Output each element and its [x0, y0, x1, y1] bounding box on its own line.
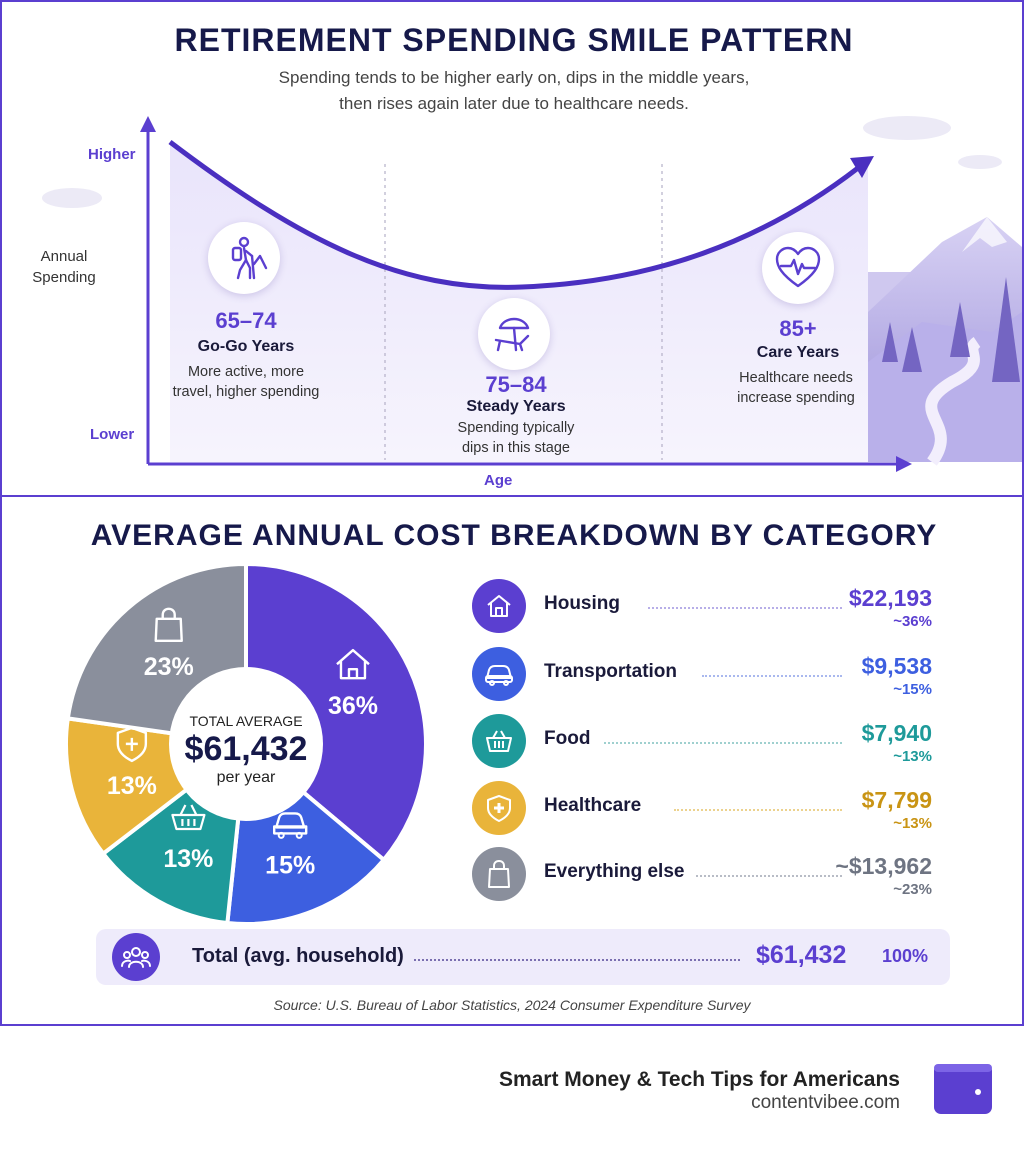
cloud-decoration: [42, 116, 1002, 208]
legend-dotted-leader: [702, 675, 842, 677]
legend-dotted-leader: [674, 809, 842, 811]
y-axis-high-label: Higher: [88, 146, 136, 163]
total-dotted-leader: [414, 959, 740, 961]
stage-2-name: Steady Years: [466, 398, 566, 415]
shield-plus-icon: [472, 781, 526, 835]
pie-slice-percent-label: 13%: [107, 772, 157, 800]
pie-slice-shopping-bag-icon: [154, 607, 183, 643]
footer-tagline: Smart Money & Tech Tips for Americans: [498, 1068, 900, 1091]
legend-category-name: Housing: [544, 593, 620, 614]
stage-3-name: Care Years: [756, 344, 840, 361]
shopping-bag-icon: [472, 847, 526, 901]
pie-slice-percent-label: 15%: [265, 851, 315, 879]
legend-category-percent: ~13%: [893, 748, 932, 765]
legend-row-transportation: Transportation $9,538 ~15%: [472, 647, 942, 703]
stage-1-range: 65–74: [215, 308, 277, 333]
legend-category-percent: ~15%: [893, 681, 932, 698]
smile-chart-panel: RETIREMENT SPENDING SMILE PATTERN Spendi…: [0, 0, 1024, 497]
stage-2-desc: Spending typically dips in this stage: [457, 420, 575, 456]
legend-row-everything-else: Everything else ~$13,962 ~23%: [472, 847, 942, 903]
pie-slice-percent-label: 13%: [163, 845, 213, 873]
smile-chart-subtitle-2: then rises again later due to healthcare…: [339, 94, 689, 113]
legend-category-value: $7,799: [861, 787, 932, 813]
total-label: Total (avg. household): [192, 945, 404, 967]
footer-site-link[interactable]: contentvibee.com: [751, 1092, 900, 1113]
car-icon: [472, 647, 526, 701]
legend-category-name: Everything else: [544, 861, 685, 882]
spending-smile-curve: [168, 140, 860, 290]
pie-slice-percent-label: 23%: [144, 653, 194, 681]
cost-pie-chart: 36% 15% 13% 13% 23%: [64, 561, 428, 926]
legend-dotted-leader: [648, 607, 842, 609]
stage-2-range: 75–84: [485, 372, 547, 397]
legend-category-name: Transportation: [544, 661, 678, 682]
pie-slice-shield-plus-icon: [116, 726, 148, 763]
legend-category-value: $9,538: [861, 653, 932, 679]
legend-dotted-leader: [604, 742, 842, 744]
heartbeat-icon: [762, 232, 834, 304]
pie-center-label: TOTAL AVERAGE: [189, 713, 303, 729]
legend-row-housing: Housing $22,193 ~36%: [472, 579, 942, 635]
legend-category-value: ~$13,962: [835, 853, 932, 879]
pie-center-text: TOTAL AVERAGE $61,432 per year: [169, 713, 323, 787]
pie-slice-percent-label: 36%: [328, 692, 378, 720]
basket-icon: [472, 714, 526, 768]
cost-breakdown-panel: AVERAGE ANNUAL COST BREAKDOWN BY CATEGOR…: [0, 495, 1024, 1026]
total-value: $61,432: [756, 941, 847, 969]
mountain-scenery: [868, 217, 1022, 466]
legend-category-value: $22,193: [848, 585, 932, 611]
people-group-icon: [112, 933, 160, 981]
legend-category-name: Food: [544, 728, 591, 749]
house-icon: [472, 579, 526, 633]
wallet-icon: [934, 1064, 992, 1114]
pie-slice-house-icon: [336, 648, 370, 680]
pie-slice-housing: [244, 561, 428, 863]
pie-center-value: $61,432: [184, 730, 308, 768]
stage-1-desc: More active, more travel, higher spendin…: [172, 364, 320, 400]
total-percent: 100%: [882, 946, 929, 966]
legend-category-percent: ~13%: [893, 815, 932, 832]
stage-3-desc: Healthcare needs increase spending: [737, 370, 855, 406]
x-axis-title: Age: [484, 472, 513, 489]
source-note: Source: U.S. Bureau of Labor Statistics,…: [273, 997, 751, 1013]
legend-category-name: Healthcare: [544, 795, 642, 816]
legend-row-food: Food $7,940 ~13%: [472, 714, 942, 770]
legend-category-percent: ~23%: [893, 881, 932, 898]
stage-3-range: 85+: [779, 316, 817, 341]
hiker-icon: [208, 222, 280, 294]
beach-chair-icon: [478, 298, 550, 370]
pie-slice-basket-icon: [171, 804, 206, 831]
smile-chart-title: RETIREMENT SPENDING SMILE PATTERN: [174, 22, 854, 58]
y-axis-title: Annual Spending: [32, 248, 96, 286]
pie-slice-car-icon: [273, 812, 308, 839]
stage-1-name: Go-Go Years: [197, 338, 295, 355]
legend-category-value: $7,940: [861, 720, 932, 746]
breakdown-title: AVERAGE ANNUAL COST BREAKDOWN BY CATEGOR…: [90, 519, 938, 552]
legend-category-percent: ~36%: [893, 613, 932, 630]
legend-row-healthcare: Healthcare $7,799 ~13%: [472, 781, 942, 837]
pie-center-hole: [169, 667, 323, 821]
pie-center-unit: per year: [216, 769, 276, 786]
legend-dotted-leader: [696, 875, 842, 877]
total-row: Total (avg. household) $61,432 100%: [96, 929, 950, 985]
y-axis-low-label: Lower: [90, 426, 135, 443]
smile-chart-subtitle-1: Spending tends to be higher early on, di…: [278, 68, 750, 87]
